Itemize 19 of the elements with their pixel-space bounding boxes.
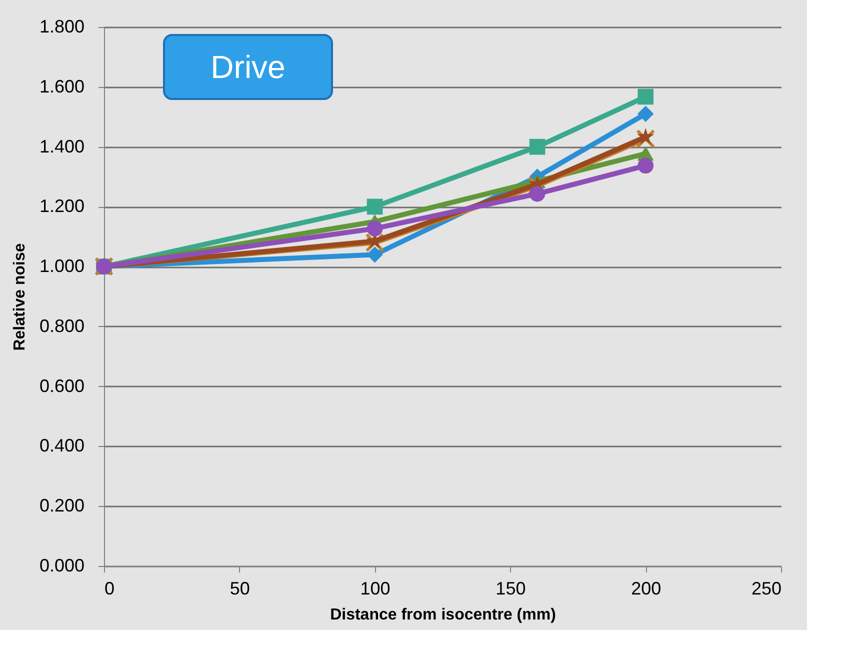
y-tick-label: 1.600 xyxy=(39,76,84,96)
y-tick-label: 0.200 xyxy=(39,496,84,516)
y-tick-label: 0.800 xyxy=(39,316,84,336)
x-tick-label: 100 xyxy=(360,578,390,598)
x-tick-label: 150 xyxy=(496,578,526,598)
y-tick-label: 0.400 xyxy=(39,436,84,456)
x-axis-title: Distance from isocentre (mm) xyxy=(330,606,556,624)
y-tick-label: 1.800 xyxy=(39,16,84,36)
y-tick-label: 0.600 xyxy=(39,376,84,396)
y-axis-title: Relative noise xyxy=(11,243,28,351)
y-tick-label: 1.200 xyxy=(39,196,84,216)
y-tick-label: 1.000 xyxy=(39,256,84,276)
y-tick-label: 1.400 xyxy=(39,136,84,156)
x-tick-label: 0 xyxy=(104,578,115,598)
x-tick-label: 50 xyxy=(230,578,250,598)
text: Drive xyxy=(210,49,286,85)
y-tick-label: 0.000 xyxy=(39,556,84,576)
x-tick-label: 200 xyxy=(631,578,662,598)
x-tick-label: 250 xyxy=(751,578,782,598)
